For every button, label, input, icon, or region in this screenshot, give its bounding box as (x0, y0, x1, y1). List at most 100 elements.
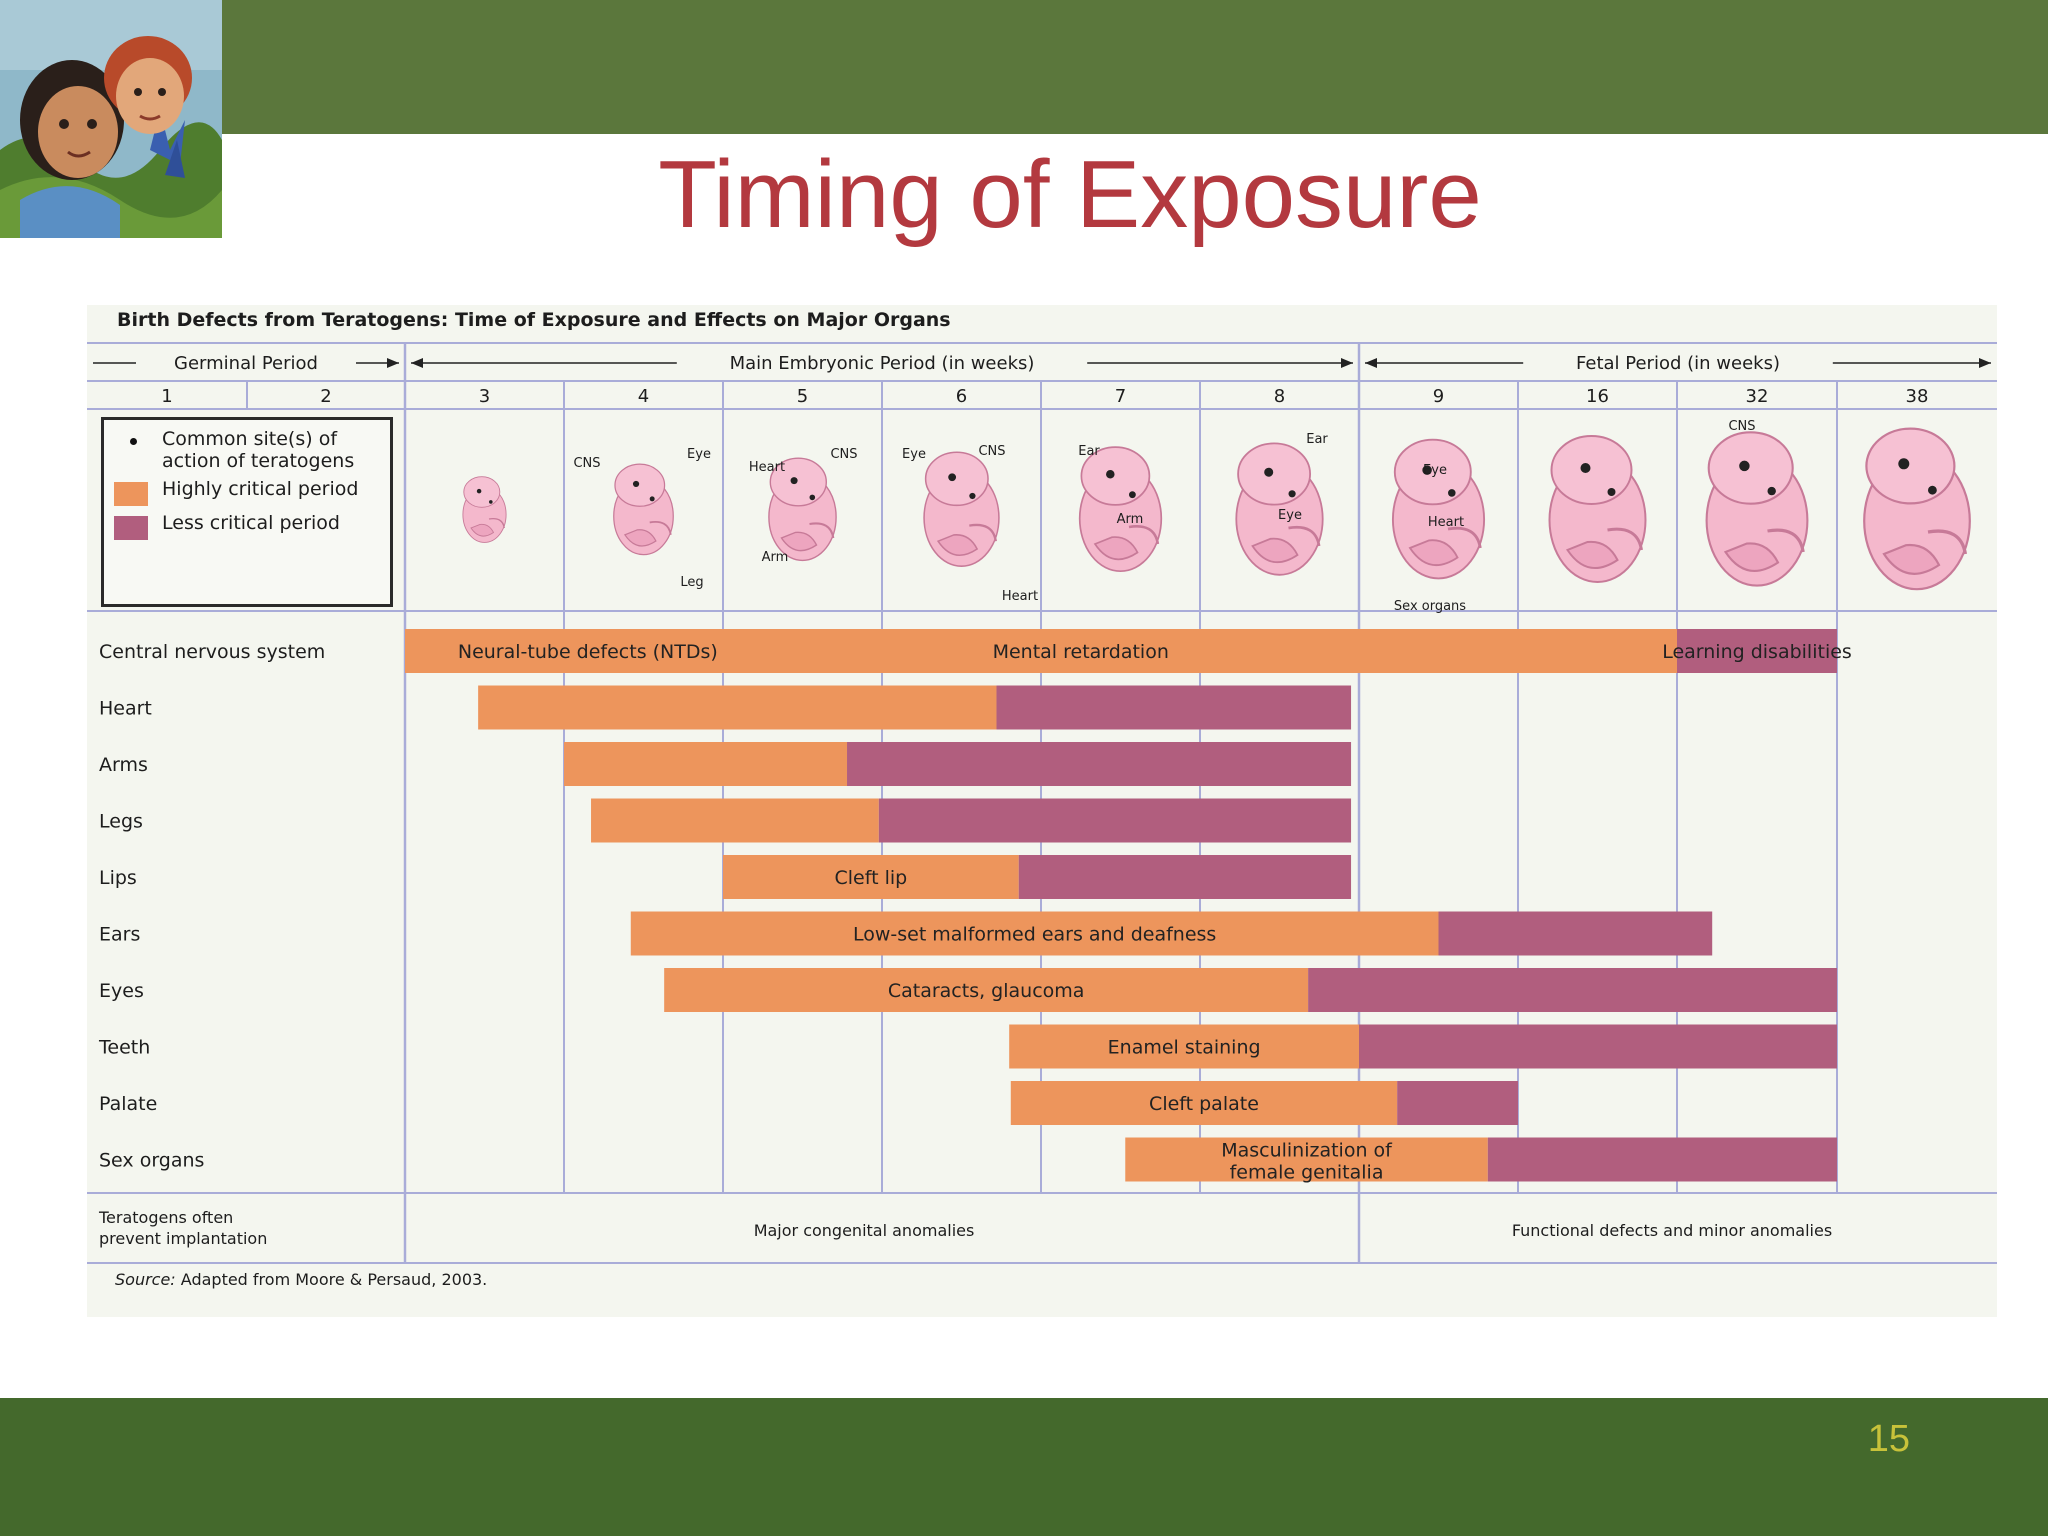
embryo-icon (462, 476, 507, 543)
embryo-callout: CNS (573, 456, 600, 471)
bar-segment-less (1397, 1081, 1518, 1125)
embryo-callout: Sex organs (1394, 599, 1466, 614)
embryo-icon (1235, 442, 1324, 576)
legend-item-highly: Highly critical period (114, 478, 390, 506)
embryo-icon (1705, 431, 1809, 587)
legend-item-site: Common site(s) of action of teratogens (114, 428, 390, 472)
outcome-germinal: Teratogens often (98, 1208, 233, 1227)
embryo-callout: Eye (902, 447, 926, 462)
bar-segment-highly (630, 911, 1439, 956)
children-illustration-icon (0, 0, 222, 238)
week-label: 5 (797, 386, 808, 407)
source-note: Source: Adapted from Moore & Persaud, 20… (115, 1270, 487, 1289)
teratogen-timeline-chart: Birth Defects from Teratogens: Time of E… (87, 305, 1997, 1317)
embryo-callout: CNS (1728, 419, 1755, 434)
bar-segment-less (847, 742, 1352, 786)
organ-label: Arms (99, 754, 148, 776)
highly-critical-swatch (114, 482, 148, 506)
week-label: 16 (1586, 386, 1609, 407)
embryo-icon (1078, 446, 1163, 573)
organ-label: Legs (99, 811, 143, 833)
embryo-callout: Heart (1002, 589, 1038, 604)
arrow-head (1979, 358, 1991, 368)
week-label: 6 (956, 386, 967, 407)
embryo-callout: Arm (1117, 512, 1144, 527)
outcome-germinal: prevent implantation (99, 1229, 267, 1248)
bar-segment-less (1487, 1137, 1837, 1182)
bar-segment-less (1018, 855, 1352, 899)
legend-label-site: Common site(s) of action of teratogens (162, 428, 355, 472)
arrow-head (1365, 358, 1377, 368)
week-label: 1 (161, 386, 172, 407)
embryo-callout: Leg (680, 575, 703, 590)
arrow-head (411, 358, 423, 368)
embryo-icon (923, 451, 1000, 567)
bar-label: Cleft lip (835, 867, 908, 889)
bar-segment-highly (1125, 1137, 1488, 1182)
legend-item-less: Less critical period (114, 512, 390, 540)
bar-segment-less (1677, 629, 1837, 673)
organ-label: Palate (99, 1093, 157, 1115)
week-label: 4 (638, 386, 649, 407)
week-label: 2 (320, 386, 331, 407)
embryo-callout: Heart (749, 460, 785, 475)
bar-segment-highly (1009, 1024, 1359, 1069)
less-critical-swatch (114, 516, 148, 540)
footer-bar (0, 1398, 2048, 1536)
bar-segment-highly (591, 798, 879, 843)
organ-label: Heart (99, 698, 152, 720)
embryo-icon (613, 463, 674, 556)
outcome-embryonic: Major congenital anomalies (754, 1221, 975, 1240)
arrow-head (1341, 358, 1353, 368)
embryo-callout: Ear (1078, 444, 1100, 459)
chart-svg: Birth Defects from Teratogens: Time of E… (87, 309, 1997, 1289)
embryo-callout: Eye (1423, 463, 1447, 478)
legend: Common site(s) of action of teratogens H… (101, 417, 393, 607)
week-label: 7 (1115, 386, 1126, 407)
bar-label: Neural-tube defects (NTDs) (458, 641, 718, 663)
arrow-head (387, 358, 399, 368)
bar-label: Learning disabilities (1662, 641, 1852, 663)
period-label: Main Embryonic Period (in weeks) (730, 353, 1035, 374)
embryo-icon (1391, 438, 1486, 580)
bar-segment-highly (405, 629, 1677, 673)
bar-segment-less (1308, 968, 1837, 1012)
organ-label: Sex organs (99, 1150, 204, 1172)
bar-segment-highly (723, 855, 1019, 899)
bar-label: female genitalia (1230, 1162, 1384, 1184)
bar-segment-highly (664, 968, 1309, 1012)
period-label: Fetal Period (in weeks) (1576, 353, 1780, 374)
period-label: Germinal Period (174, 353, 318, 374)
bar-label: Enamel staining (1108, 1037, 1261, 1059)
embryo-icon (768, 457, 837, 562)
chart-title: Birth Defects from Teratogens: Time of E… (117, 309, 951, 331)
week-label: 9 (1433, 386, 1444, 407)
bar-segment-highly (1010, 1081, 1398, 1125)
embryo-callout: Arm (762, 550, 789, 565)
bar-label: Low-set malformed ears and deafness (853, 924, 1216, 946)
embryo-icon (1863, 427, 1971, 591)
page-number: 15 (1867, 1418, 1910, 1460)
organ-label: Eyes (99, 980, 144, 1002)
week-label: 8 (1274, 386, 1285, 407)
embryo-callout: Eye (687, 447, 711, 462)
site-dot-icon (130, 438, 137, 445)
bar-label: Cataracts, glaucoma (888, 980, 1085, 1002)
bar-segment-less (996, 685, 1352, 730)
organ-label: Teeth (98, 1037, 150, 1059)
bar-segment-highly (478, 685, 997, 730)
header-bar (0, 0, 2048, 134)
bar-segment-less (878, 798, 1352, 843)
embryo-callout: Eye (1278, 508, 1302, 523)
legend-label-less: Less critical period (162, 512, 340, 534)
bar-label: Mental retardation (993, 641, 1169, 663)
bar-segment-less (1438, 911, 1713, 956)
bar-label: Cleft palate (1149, 1093, 1259, 1115)
organ-label: Lips (99, 867, 137, 889)
week-label: 38 (1906, 386, 1929, 407)
week-label: 3 (479, 386, 490, 407)
embryo-callout: CNS (978, 444, 1005, 459)
bar-segment-highly (564, 742, 848, 786)
outcome-fetal: Functional defects and minor anomalies (1512, 1221, 1832, 1240)
bar-segment-less (1359, 1024, 1837, 1069)
